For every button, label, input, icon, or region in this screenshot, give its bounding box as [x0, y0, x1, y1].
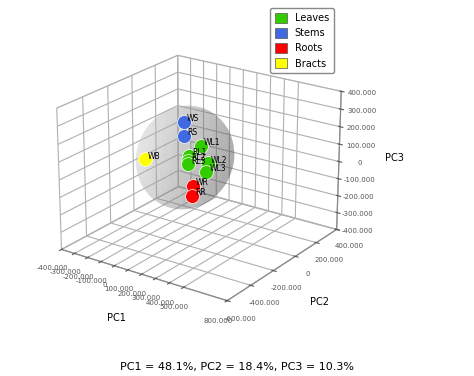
Y-axis label: PC2: PC2	[310, 297, 329, 307]
Legend: Leaves, Stems, Roots, Bracts: Leaves, Stems, Roots, Bracts	[270, 8, 334, 73]
Text: PC1 = 48.1%, PC2 = 18.4%, PC3 = 10.3%: PC1 = 48.1%, PC2 = 18.4%, PC3 = 10.3%	[120, 362, 354, 372]
X-axis label: PC1: PC1	[107, 314, 126, 323]
